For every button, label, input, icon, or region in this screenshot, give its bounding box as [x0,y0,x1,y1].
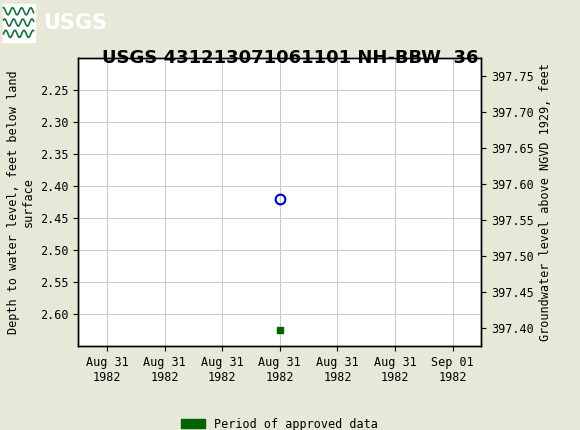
Y-axis label: Groundwater level above NGVD 1929, feet: Groundwater level above NGVD 1929, feet [539,63,552,341]
FancyBboxPatch shape [3,3,35,42]
Legend: Period of approved data: Period of approved data [177,413,383,430]
Text: USGS: USGS [44,12,107,33]
Text: USGS 431213071061101 NH-BBW  36: USGS 431213071061101 NH-BBW 36 [102,49,478,68]
Y-axis label: Depth to water level, feet below land
surface: Depth to water level, feet below land su… [6,70,35,334]
